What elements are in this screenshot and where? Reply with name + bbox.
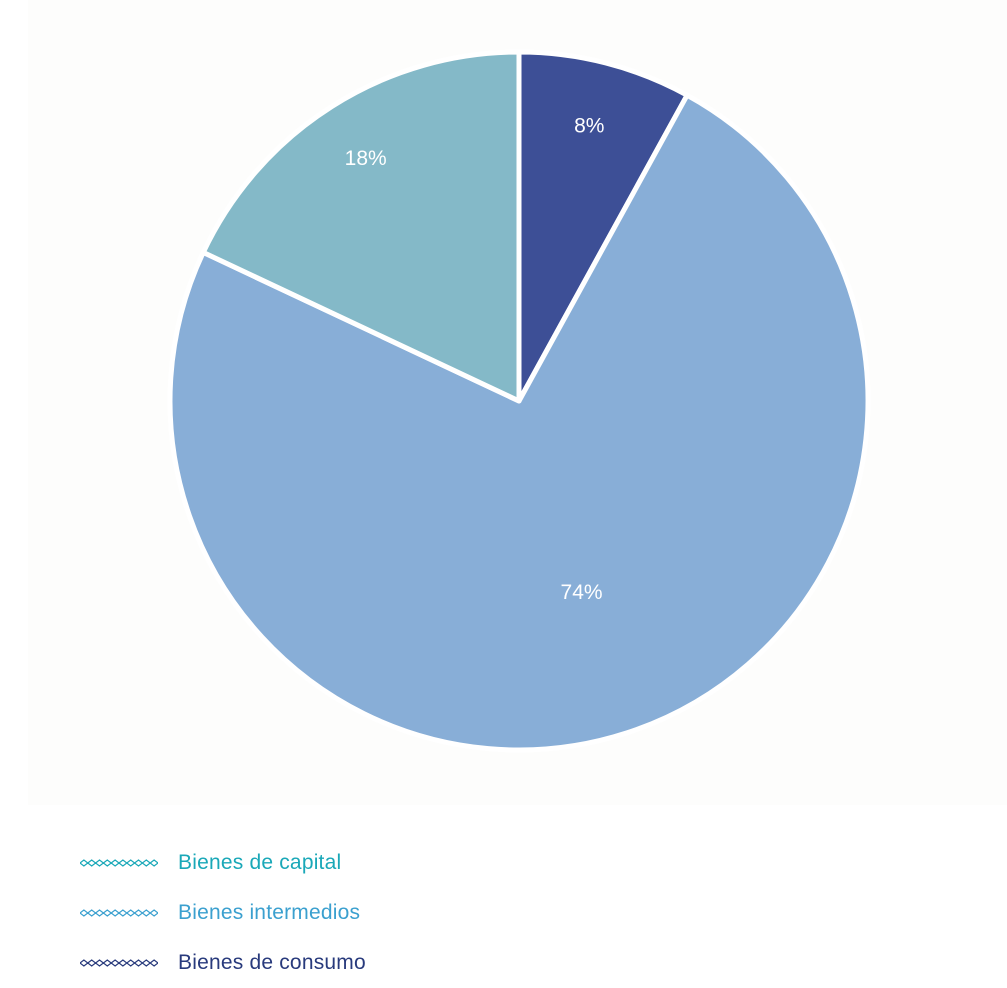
pie-chart: 8% 74% 18%	[167, 49, 871, 753]
legend-marker-icon	[80, 909, 158, 917]
pie-slice-label: 74%	[561, 581, 603, 604]
pie-labels: 8% 74% 18%	[345, 115, 605, 604]
legend-item: Bienes de consumo	[80, 938, 366, 988]
legend-label: Bienes de capital	[178, 851, 342, 874]
legend-item: Bienes de capital	[80, 838, 366, 888]
pie-slice-label: 18%	[345, 147, 387, 170]
legend-marker-icon	[80, 959, 158, 967]
legend-item: Bienes intermedios	[80, 888, 366, 938]
pie-slices	[167, 49, 871, 753]
legend-label: Bienes intermedios	[178, 901, 361, 924]
legend-label: Bienes de consumo	[178, 951, 366, 974]
pie-slice-label: 8%	[574, 115, 604, 138]
pie-slice-bienes-de-consumo	[516, 49, 690, 404]
pie-slice-bienes-de-capital	[200, 49, 522, 404]
legend-marker-icon	[80, 859, 158, 867]
legend: Bienes de capital Bienes intermedios Biene…	[80, 838, 366, 988]
chart-area: 8% 74% 18%	[28, 0, 1007, 805]
pie-slice-bienes-intermedios	[167, 92, 871, 753]
